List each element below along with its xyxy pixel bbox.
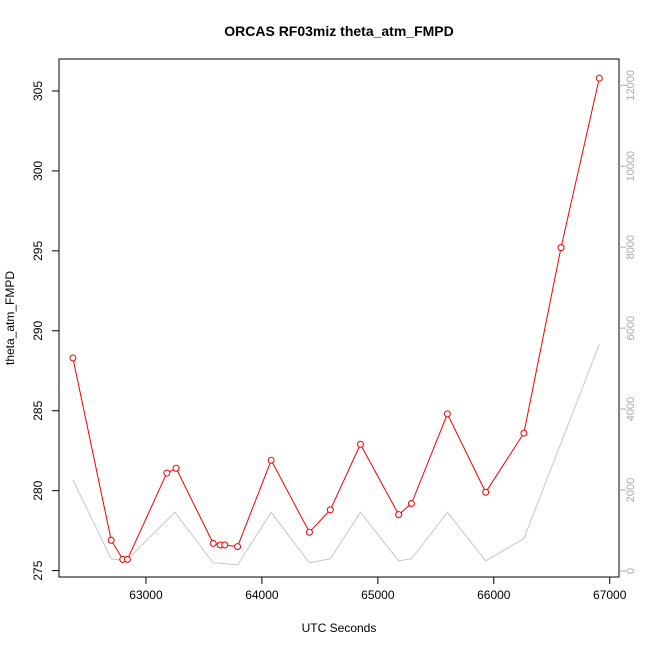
y-tick-label-1: 280 [31, 480, 45, 500]
x-tick-label-0: 63000 [129, 588, 163, 602]
y-tick-label-4: 295 [31, 241, 45, 261]
series-0-point-0 [69, 354, 77, 362]
y2-tick-label-1: 2000 [625, 478, 637, 502]
y2-tick-label-5: 10000 [625, 151, 637, 182]
x-tick-label-2: 65000 [361, 588, 395, 602]
y-tick-label-6: 305 [31, 81, 45, 101]
series-0-point-3 [123, 555, 131, 563]
series-0-point-4 [163, 469, 171, 477]
y-tick-label-2: 285 [31, 400, 45, 420]
series-0-point-13 [356, 440, 364, 448]
y-axis-label: theta_atm_FMPD [3, 271, 17, 365]
y2-tick-label-3: 6000 [625, 316, 637, 340]
series-0-point-6 [209, 539, 217, 547]
y2-tick-label-2: 4000 [625, 397, 637, 421]
series-0-point-20 [595, 74, 603, 82]
series-0-point-18 [520, 429, 528, 437]
series-0-line [72, 78, 600, 560]
series-0-point-15 [407, 499, 415, 507]
series-0-point-11 [305, 528, 313, 536]
series-0-point-1 [107, 536, 115, 544]
series-layer [69, 74, 603, 566]
x-tick-label-3: 66000 [477, 588, 511, 602]
series-0-point-12 [326, 506, 334, 514]
y-tick-label-5: 300 [31, 161, 45, 181]
x-axis: 63000 64000 65000 66000 67000 [129, 577, 627, 602]
series-0-point-14 [395, 511, 403, 519]
x-tick-label-1: 64000 [245, 588, 279, 602]
series-0-point-17 [482, 488, 490, 496]
series-0-point-5 [172, 464, 180, 472]
plot-frame [58, 58, 620, 578]
series-0-point-16 [443, 410, 451, 418]
y2-axis: 0 2000 4000 6000 8000 10000 12000 [619, 70, 637, 574]
series-0-point-9 [234, 543, 242, 551]
y-axis: 275 280 285 290 295 300 305 [31, 81, 59, 581]
y-tick-label-0: 275 [31, 560, 45, 580]
chart-title: ORCAS RF03miz theta_atm_FMPD [224, 23, 454, 39]
y2-tick-label-6: 12000 [625, 70, 637, 101]
series-0-point-8 [221, 541, 229, 549]
y-tick-label-3: 290 [31, 320, 45, 340]
series-1-line [72, 344, 600, 566]
x-axis-label: UTC Seconds [302, 621, 377, 635]
series-0-point-10 [267, 456, 275, 464]
series-0-point-19 [557, 244, 565, 252]
x-tick-label-4: 67000 [593, 588, 627, 602]
y2-tick-label-0: 0 [625, 568, 637, 574]
y2-tick-label-4: 8000 [625, 235, 637, 259]
